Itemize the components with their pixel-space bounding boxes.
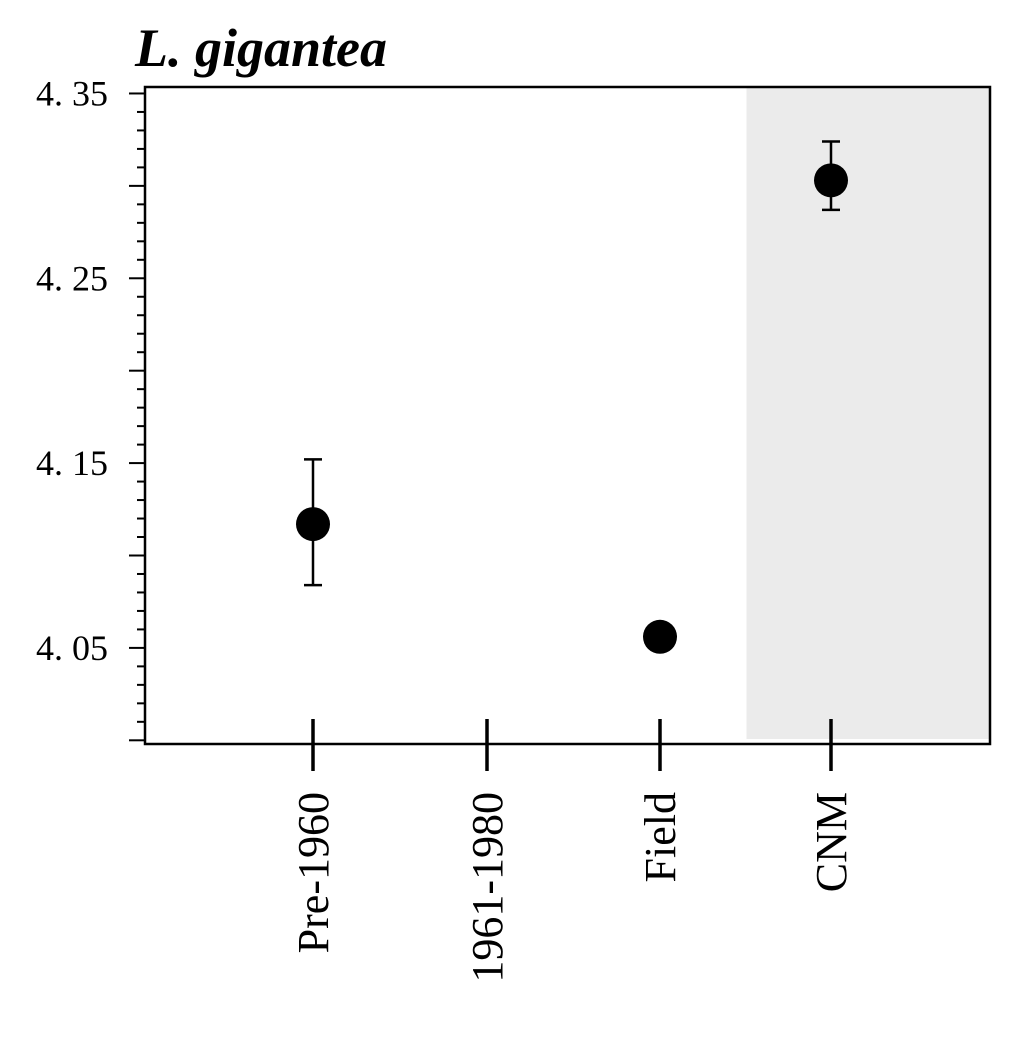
data-point: [296, 507, 330, 542]
data-point-group: [814, 140, 848, 212]
y-tick-label: 4. 15: [36, 443, 108, 483]
plot-frame: [143, 85, 992, 746]
chart-title: L. gigantea: [134, 18, 387, 78]
x-tick-label: 1961-1980: [463, 792, 512, 983]
y-axis: 4. 35 4. 25 4. 15 4. 05: [36, 73, 145, 742]
x-tick-label: Pre-1960: [289, 792, 338, 953]
x-tick-label: CNM: [807, 792, 856, 892]
shaded-region: [746, 87, 990, 739]
x-tick-label: Field: [636, 792, 685, 882]
data-point: [643, 619, 677, 654]
data-points: [296, 140, 848, 654]
y-tick-label: 4. 25: [36, 258, 108, 298]
data-point-group: [296, 458, 330, 587]
data-point: [814, 163, 848, 198]
x-axis: Pre-1960 1961-1980 Field CNM: [289, 719, 856, 983]
y-tick-label: 4. 35: [36, 73, 108, 113]
y-tick-label: 4. 05: [36, 628, 108, 668]
data-point-group: [643, 619, 677, 654]
